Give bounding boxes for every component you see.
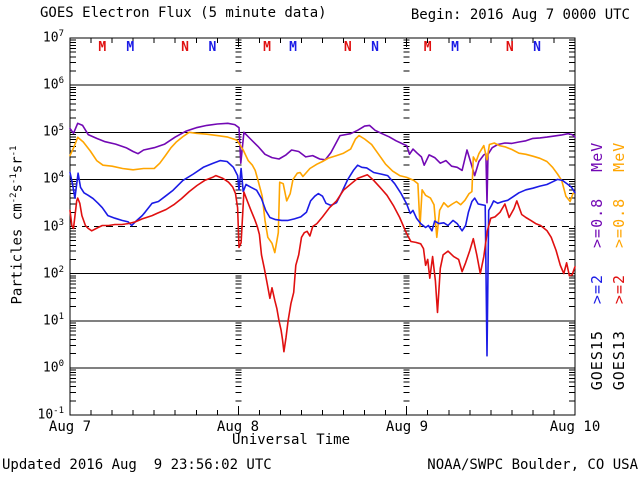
series-goes15-e08 [69, 122, 576, 204]
legend-entry: >=2 [588, 273, 606, 305]
begin-timestamp: Begin: 2016 Aug 7 0000 UTC [410, 7, 630, 23]
y-tick-label: 105 [42, 123, 64, 140]
y-tick-label: 102 [42, 265, 64, 282]
marker-letter-N: N [506, 40, 514, 55]
series-goes15-e2 [69, 159, 576, 357]
legend-entry: GOES15 [588, 330, 606, 391]
updated-timestamp: Updated 2016 Aug 9 23:56:02 UTC [2, 457, 272, 473]
legend-entry: MeV [610, 141, 628, 172]
marker-letter-M: M [451, 40, 459, 55]
marker-letter-M: M [289, 40, 297, 55]
legend-entry: GOES13 [610, 330, 628, 391]
series-goes13-e2 [69, 174, 576, 353]
x-tick-label: Aug 10 [549, 419, 601, 435]
legend-entry: >=2 [610, 273, 628, 305]
plot-frame [69, 37, 576, 416]
x-tick-label: Aug 8 [216, 419, 260, 435]
y-tick-label: 100 [42, 359, 64, 376]
series-goes13-e08 [69, 131, 576, 254]
legend-entry: >=0.8 [588, 197, 606, 248]
marker-letter-M: M [98, 40, 106, 55]
marker-letter-N: N [533, 40, 541, 55]
source-credit: NOAA/SWPC Boulder, CO USA [427, 457, 638, 473]
page-title: GOES Electron Flux (5 minute data) [40, 5, 327, 21]
marker-letter-M: M [424, 40, 432, 55]
x-tick-label: Aug 9 [385, 419, 429, 435]
marker-letter-M: M [126, 40, 134, 55]
y-tick-label: 103 [42, 218, 64, 235]
marker-letter-N: N [344, 40, 352, 55]
x-axis-label: Universal Time [232, 432, 351, 448]
legend-goes15-column: GOES15 >=2 >=0.8 MeV [588, 131, 606, 401]
x-tick-label: Aug 7 [48, 419, 92, 435]
marker-letter-N: N [208, 40, 216, 55]
legend-entry: >=0.8 [610, 197, 628, 248]
y-tick-label: 101 [42, 312, 64, 329]
y-tick-label: 10-1 [37, 406, 65, 423]
marker-letter-N: N [371, 40, 379, 55]
y-tick-label: 106 [42, 76, 64, 93]
marker-letter-M: M [263, 40, 271, 55]
y-tick-label: 107 [42, 29, 64, 46]
marker-letter-N: N [181, 40, 189, 55]
legend-entry: MeV [588, 141, 606, 172]
legend-goes13-column: GOES13 >=2 >=0.8 MeV [610, 131, 628, 401]
y-tick-label: 104 [42, 170, 64, 187]
